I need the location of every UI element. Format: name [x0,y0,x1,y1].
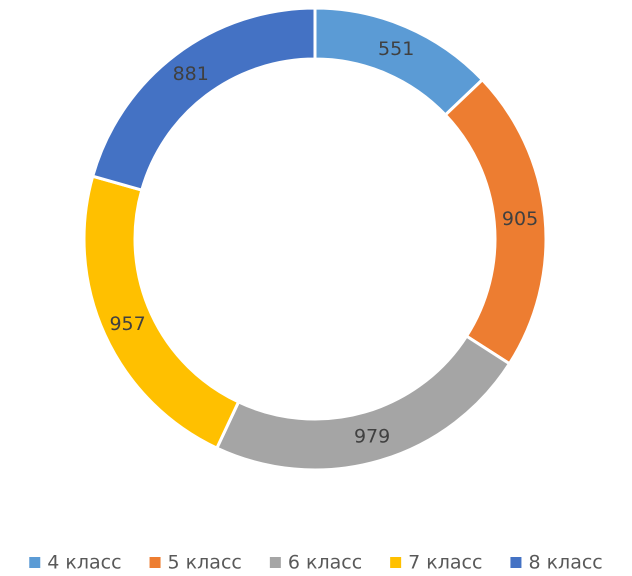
data-label: 957 [109,313,145,335]
legend-label: 5 класс [168,552,242,574]
legend-swatch [149,557,161,568]
donut: 551 905 979 957 881 [82,6,548,472]
legend-swatch [269,557,281,568]
donut-segment [214,334,512,472]
donut-segment [82,174,241,451]
data-label: 905 [502,208,538,230]
legend-swatch [390,557,402,568]
legend-item: 8 класс [510,552,603,574]
legend-item: 6 класс [269,552,362,574]
legend-label: 4 класс [47,552,121,574]
data-label: 881 [173,63,209,85]
data-label: 979 [354,425,390,447]
legend-item: 7 класс [390,552,482,574]
donut-segment [90,6,317,192]
legend-swatch [29,557,41,568]
legend-item: 5 класс [149,552,242,574]
legend-swatch [510,557,522,568]
legend-item: 4 класс [29,552,122,574]
legend: 4 класс 5 класс 6 класс 7 класс 8 класс [29,552,603,574]
legend-label: 6 класс [288,552,362,574]
legend-label: 8 класс [528,552,602,574]
donut-segment [313,6,485,118]
data-label: 551 [378,38,414,60]
legend-label: 7 класс [408,552,482,574]
